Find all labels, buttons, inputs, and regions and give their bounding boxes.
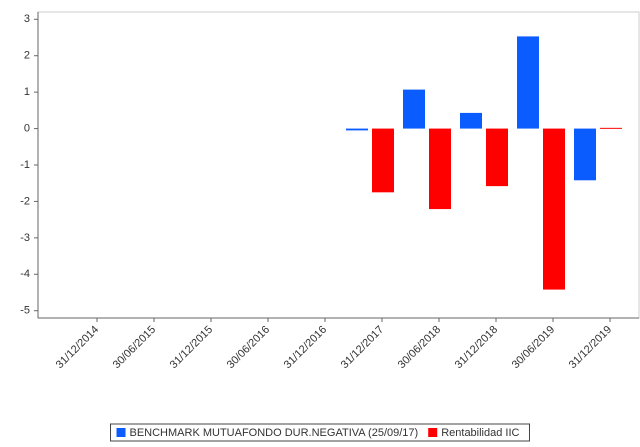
x-tick-label: 31/12/2014 xyxy=(54,324,101,371)
bar xyxy=(486,128,508,187)
bar xyxy=(543,128,565,290)
x-tick-label: 30/06/2019 xyxy=(510,324,557,371)
y-tick-label: -1 xyxy=(20,159,30,171)
y-tick-label: -3 xyxy=(20,232,30,244)
y-tick-label: 2 xyxy=(24,50,30,62)
x-tick-label: 30/06/2016 xyxy=(225,324,272,371)
y-tick-label: 1 xyxy=(24,86,30,98)
bar xyxy=(429,128,451,210)
y-tick-label: 0 xyxy=(24,122,30,134)
y-tick-label: 3 xyxy=(24,13,30,25)
x-tick-label: 30/06/2018 xyxy=(396,324,443,371)
bar xyxy=(600,127,622,129)
bar xyxy=(372,128,394,193)
bar xyxy=(574,128,596,181)
legend-swatch xyxy=(116,428,126,437)
x-tick-label: 31/12/2016 xyxy=(282,324,329,371)
y-tick-label: -4 xyxy=(20,268,30,280)
y-tick-label: -5 xyxy=(20,305,30,317)
y-tick-label: -2 xyxy=(20,195,30,207)
legend-label: Rentabilidad IIC xyxy=(441,427,519,439)
bar xyxy=(517,36,539,129)
legend-swatch xyxy=(428,428,438,437)
bar xyxy=(460,112,482,129)
x-tick-label: 31/12/2018 xyxy=(453,324,500,371)
legend-box xyxy=(110,423,530,442)
bar xyxy=(346,128,368,131)
x-tick-label: 31/12/2017 xyxy=(339,324,386,371)
legend-label: BENCHMARK MUTUAFONDO DUR.NEGATIVA (25/09… xyxy=(130,427,419,439)
x-tick-label: 30/06/2015 xyxy=(111,324,158,371)
x-tick-label: 31/12/2019 xyxy=(567,324,614,371)
x-tick-label: 31/12/2015 xyxy=(168,324,215,371)
bar xyxy=(403,89,425,129)
